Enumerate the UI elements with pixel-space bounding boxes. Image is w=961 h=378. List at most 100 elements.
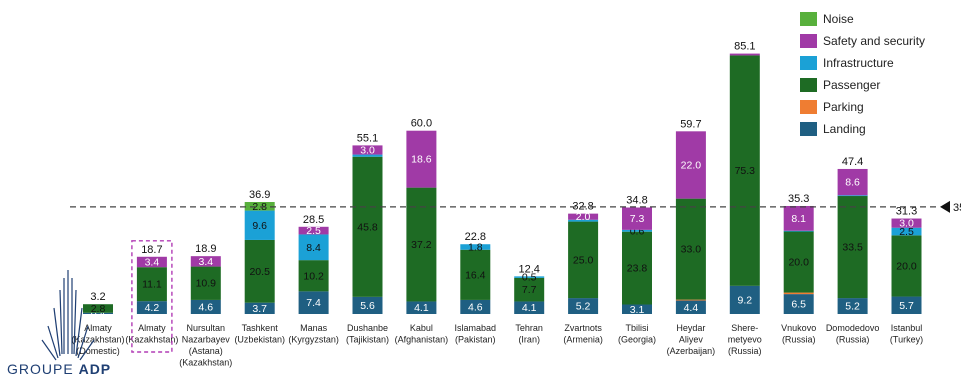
segment-value-label: 25.0	[573, 254, 594, 266]
segment-value-label: 8.1	[791, 213, 806, 225]
bar-segment-landing	[406, 301, 437, 314]
chart-legend: Noise Safety and security Infrastructure…	[800, 8, 925, 140]
logo-word-groupe: GROUPE	[7, 361, 74, 377]
bar-total-label: 18.9	[195, 243, 216, 255]
bar-segment-safety-and-security	[298, 226, 329, 235]
logo-word-adp: ADP	[78, 361, 112, 377]
bar-segment-parking	[675, 299, 706, 301]
segment-value-label: 33.5	[842, 241, 863, 253]
segment-value-label: 45.8	[357, 221, 378, 233]
segment-value-label: 3.4	[145, 256, 160, 268]
segment-value-label: 16.4	[465, 269, 486, 281]
reference-line-label: 35	[953, 202, 961, 214]
category-label: (Domestic)	[76, 346, 120, 356]
bar-group: 4.6 10.9 3.418.9 Nursultan Nazarbayev(Astana…	[179, 243, 232, 367]
bar-segment-landing	[837, 298, 868, 314]
groupe-adp-logo-mark	[41, 270, 95, 361]
category-label: Tehran	[515, 323, 543, 333]
segment-value-label: 3.0	[899, 218, 914, 230]
legend-label: Safety and security	[823, 34, 926, 48]
segment-value-label: 4.1	[522, 302, 537, 314]
bar-total-label: 60.0	[411, 118, 432, 130]
bar-total-label: 55.1	[357, 132, 378, 144]
category-label: Tbilisi	[625, 323, 648, 333]
legend-item-landing: Landing	[800, 118, 925, 140]
category-label: (Russia)	[728, 346, 762, 356]
bar-segment-safety-and-security	[568, 213, 599, 220]
segment-value-label: 5.7	[899, 300, 914, 312]
legend-swatch	[800, 56, 817, 70]
segment-value-label: 7.4	[306, 297, 321, 309]
reference-arrow-icon	[940, 200, 950, 213]
segment-value-label: 4.4	[684, 302, 699, 314]
category-label: (Iran)	[518, 335, 540, 345]
bar-segment-safety-and-security	[837, 168, 868, 196]
segment-value-label: 7.3	[630, 213, 645, 225]
bar-total-label: 22.8	[465, 231, 486, 243]
legend-label: Noise	[823, 12, 854, 26]
category-label: (Tajikistan)	[346, 335, 389, 345]
segment-value-label: 3.7	[252, 303, 267, 315]
legend-item-noise: Noise	[800, 8, 925, 30]
segment-value-label: 2.5	[899, 226, 914, 238]
bar-segment-passenger	[460, 249, 491, 300]
category-label: Domodedovo	[826, 323, 880, 333]
segment-value-label: 4.6	[468, 301, 483, 313]
bar-segment-safety-and-security	[622, 207, 652, 230]
category-label: Almaty	[84, 323, 112, 333]
bar-group: 7.4 10.2 8.4 2.528.5 Manas (Kyrgyzstan)	[288, 214, 339, 345]
bar-segment-passenger	[783, 231, 814, 293]
bar-segment-passenger	[190, 266, 221, 300]
bar-segment-infrastructure	[460, 244, 491, 250]
category-label: (Armenia)	[563, 335, 603, 345]
legend-item-infrastructure: Infrastructure	[800, 52, 925, 74]
segment-value-label: 11.1	[142, 279, 162, 291]
bar-segment-landing	[622, 304, 652, 314]
bar-segment-infrastructure	[244, 210, 275, 240]
category-label: (Turkey)	[890, 335, 923, 345]
segment-value-label: 7.7	[522, 284, 537, 296]
bar-segment-landing	[190, 299, 221, 314]
bar-segment-infrastructure	[891, 227, 922, 236]
bar-segment-landing	[675, 300, 706, 314]
bar-segment-safety-and-security	[352, 145, 383, 155]
bar-segment-safety-and-security	[891, 218, 922, 228]
bar-total-label: 34.8	[626, 195, 647, 207]
segment-value-label: 2.8	[91, 303, 106, 315]
legend-label: Parking	[823, 100, 864, 114]
category-label: (Kazakhstan)	[71, 335, 124, 345]
legend-label: Landing	[823, 122, 866, 136]
category-label: Kabul	[410, 323, 433, 333]
category-label: (Kazakhstan)	[179, 358, 232, 368]
segment-value-label: 8.4	[306, 242, 321, 254]
legend-swatch	[800, 12, 817, 26]
segment-value-label: 5.6	[360, 300, 375, 312]
category-label: (Georgia)	[618, 335, 656, 345]
bar-total-label: 35.3	[788, 193, 809, 205]
segment-value-label: 33.0	[681, 244, 702, 256]
category-label: (Pakistan)	[455, 335, 496, 345]
bar-segment-safety-and-security	[190, 256, 221, 267]
bar-total-label: 12.4	[518, 263, 539, 275]
segment-value-label: 3.4	[198, 256, 213, 268]
bar-segment-landing	[298, 291, 329, 314]
category-label: Heydar	[676, 323, 705, 333]
bar-total-label: 47.4	[842, 156, 863, 168]
bar-total-label: 28.5	[303, 214, 324, 226]
category-label: (Uzbekistan)	[234, 335, 285, 345]
category-label: Manas	[300, 323, 328, 333]
legend-item-safety-and-security: Safety and security	[800, 30, 925, 52]
bar-segment-landing	[568, 298, 599, 314]
highlight-box	[131, 240, 173, 353]
bar-group: 3.7 20.5 9.6 2.836.9 Tashkent (Uzbekistan)	[234, 189, 285, 344]
bar-segment-landing	[891, 296, 922, 314]
bar-total-label: 3.2	[90, 291, 105, 303]
bar-group: 4.2 11.1 3.418.7 Almaty (Kazakhstan)	[125, 240, 178, 353]
bar-segment-infrastructure	[568, 219, 599, 222]
bar-group: 5.7 20.0 2.53.031.3 Istanbul (Turkey)	[890, 206, 923, 345]
bar-segment-passenger	[837, 195, 868, 299]
bar-segment-passenger	[244, 239, 275, 303]
bar-segment-passenger	[891, 235, 922, 297]
segment-value-label: 20.0	[896, 260, 917, 272]
